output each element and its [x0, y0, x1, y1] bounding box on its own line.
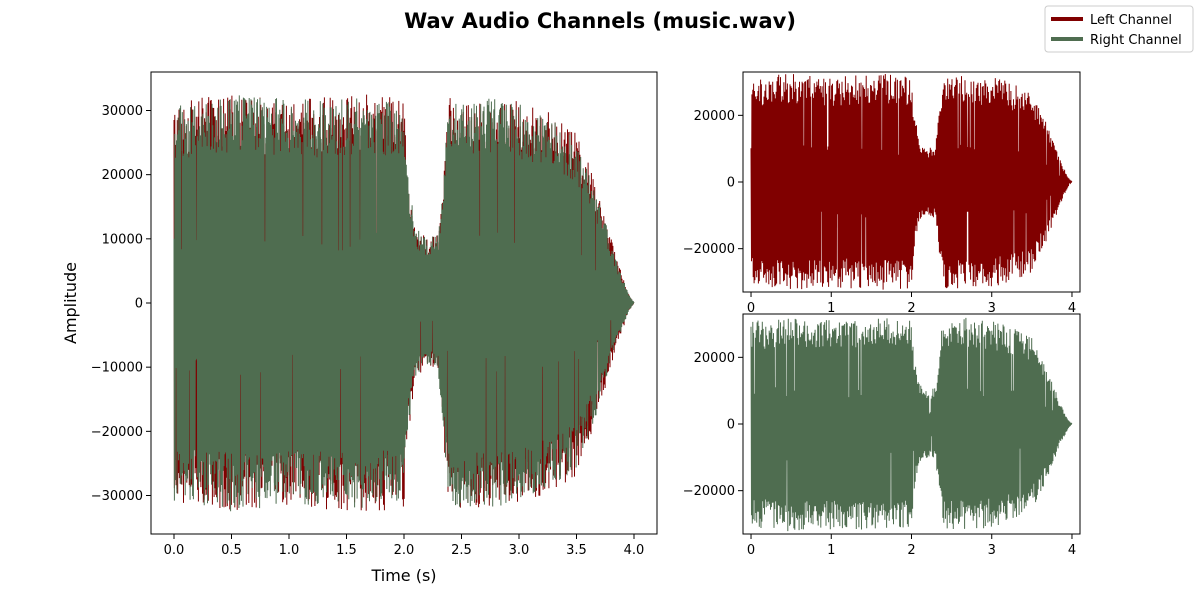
y-tick-label: 20000 [102, 168, 143, 183]
x-tick-label: 3 [988, 543, 996, 558]
y-tick-label: −10000 [91, 361, 143, 376]
figure-title: Wav Audio Channels (music.wav) [404, 9, 796, 33]
x-tick-label: 4 [1068, 543, 1076, 558]
legend-label-left: Left Channel [1090, 13, 1172, 28]
y-tick-label: −20000 [683, 484, 735, 499]
right-channel-plot: 0 1 2 3 4 −20000 0 20000 [683, 314, 1080, 558]
x-axis-label: Time (s) [370, 566, 436, 585]
x-tick-label: 3.0 [509, 543, 530, 558]
y-tick-label: −30000 [91, 489, 143, 504]
combined-channels-plot: 0.0 0.5 1.0 1.5 2.0 2.5 3.0 3.5 4.0 −30000 −20000 −… [61, 72, 657, 585]
x-tick-label: 1.5 [336, 543, 357, 558]
x-tick-label: 0.5 [221, 543, 242, 558]
x-tick-label: 2.5 [451, 543, 472, 558]
x-tick-label: 2 [907, 543, 915, 558]
x-tick-label: 1 [827, 543, 835, 558]
y-tick-label: 30000 [102, 104, 143, 119]
y-tick-label: 0 [727, 418, 735, 433]
y-tick-label: 20000 [694, 351, 735, 366]
waveform-right-channel [174, 95, 634, 511]
y-tick-label: 10000 [102, 232, 143, 247]
legend: Left Channel Right Channel [1045, 6, 1193, 52]
x-tick-label: 3.5 [566, 543, 587, 558]
y-tick-label: −20000 [683, 242, 735, 257]
x-tick-label: 1.0 [279, 543, 300, 558]
x-tick-label: 4.0 [624, 543, 645, 558]
y-tick-label: 20000 [694, 109, 735, 124]
x-tick-label: 0 [747, 543, 755, 558]
y-axis-label: Amplitude [61, 262, 80, 344]
y-tick-label: 0 [135, 297, 143, 312]
y-tick-label: −20000 [91, 425, 143, 440]
x-tick-label: 0.0 [164, 543, 185, 558]
legend-label-right: Right Channel [1090, 33, 1182, 48]
y-tick-label: 0 [727, 176, 735, 191]
x-tick-label: 2.0 [394, 543, 415, 558]
